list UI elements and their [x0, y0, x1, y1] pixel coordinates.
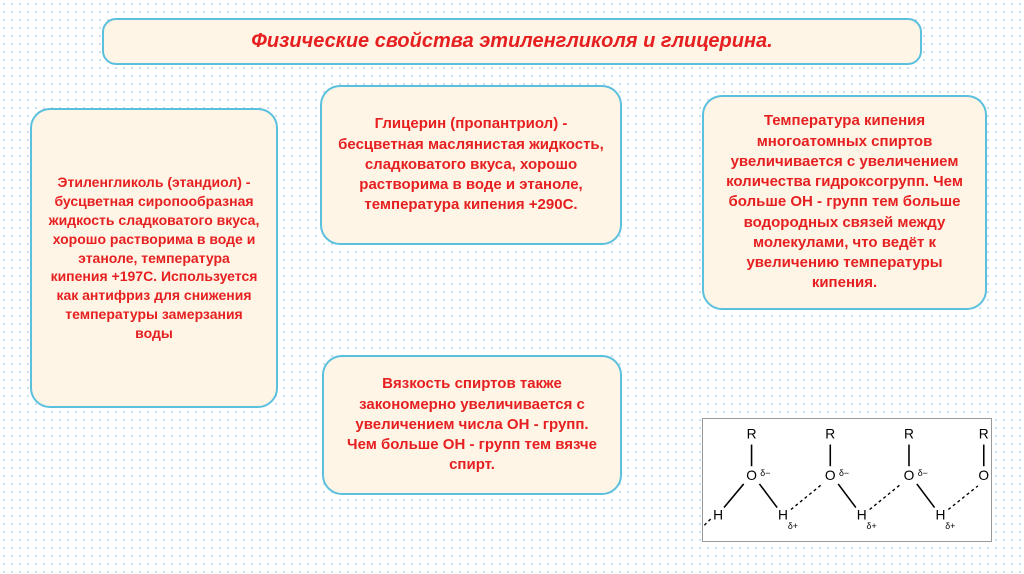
card-text: Этиленгликоль (этандиол) - бусцветная си…	[48, 173, 260, 343]
card-viscosity: Вязкость спиртов также закономерно увели…	[322, 355, 622, 495]
atom-o: O	[825, 468, 836, 483]
delta-plus: δ+	[867, 521, 877, 531]
delta-plus: δ+	[945, 521, 955, 531]
bond	[759, 484, 777, 508]
bond	[917, 484, 935, 508]
hydrogen-bond	[948, 486, 978, 510]
card-ethylene-glycol: Этиленгликоль (этандиол) - бусцветная си…	[30, 108, 278, 408]
atom-r: R	[825, 427, 835, 442]
atom-o: O	[978, 468, 989, 483]
card-text: Температура кипения многоатомных спиртов…	[720, 111, 969, 293]
hydrogen-bond	[870, 484, 901, 510]
atom-h: H	[935, 507, 945, 522]
delta-plus: δ+	[788, 521, 798, 531]
card-boiling-point: Температура кипения многоатомных спиртов…	[702, 95, 987, 310]
atom-r: R	[904, 427, 914, 442]
atom-h: H	[857, 507, 867, 522]
delta-minus: δ−	[760, 468, 770, 478]
atom-o: O	[904, 468, 915, 483]
card-text: Глицерин (пропантриол) - бесцветная масл…	[338, 114, 604, 215]
hydrogen-bond	[791, 484, 822, 510]
bond	[838, 484, 856, 508]
atom-o: O	[746, 468, 757, 483]
atom-r: R	[747, 427, 757, 442]
card-text: Вязкость спиртов также закономерно увели…	[340, 374, 604, 475]
delta-minus: δ−	[918, 468, 928, 478]
delta-minus: δ−	[839, 468, 849, 478]
page-title: Физические свойства этиленгликоля и глиц…	[124, 30, 900, 53]
atom-h: H	[713, 507, 723, 522]
bond	[724, 484, 744, 508]
hydrogen-bond-diagram: R O δ− H H δ+ R O δ− H δ+ R O δ−	[702, 418, 992, 542]
card-glycerin: Глицерин (пропантриол) - бесцветная масл…	[320, 85, 622, 245]
molecule-svg: R O δ− H H δ+ R O δ− H δ+ R O δ−	[703, 419, 991, 541]
atom-r: R	[979, 427, 989, 442]
title-card: Физические свойства этиленгликоля и глиц…	[102, 18, 922, 65]
atom-h: H	[778, 507, 788, 522]
hydrogen-bond	[704, 517, 712, 525]
